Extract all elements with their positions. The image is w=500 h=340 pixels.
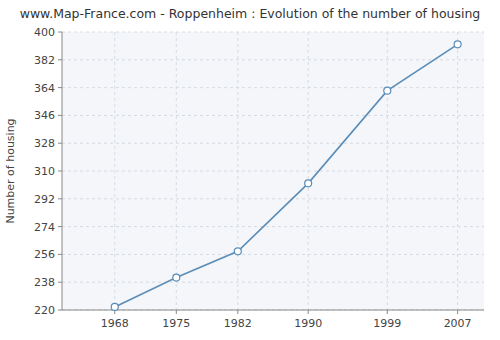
grid-line-x xyxy=(114,32,115,310)
tick-label-y: 346 xyxy=(34,109,55,122)
y-axis-label: Number of housing xyxy=(4,118,17,223)
plot-background xyxy=(62,32,484,310)
data-group xyxy=(111,41,461,311)
tick-label-x: 2007 xyxy=(444,317,472,330)
grid-line-y xyxy=(62,115,484,116)
grid-line-x xyxy=(176,32,177,310)
point xyxy=(173,274,180,281)
tick-y xyxy=(58,226,62,227)
point xyxy=(111,303,118,310)
tick-label-y: 220 xyxy=(34,304,55,317)
grid-line-y xyxy=(62,198,484,199)
tick-x xyxy=(237,310,238,314)
grid-line-y xyxy=(62,282,484,283)
point xyxy=(384,87,391,94)
point xyxy=(234,248,241,255)
tick-label-y: 310 xyxy=(34,165,55,178)
point xyxy=(454,41,461,48)
tick-label-y: 292 xyxy=(34,193,55,206)
tick-label-y: 328 xyxy=(34,137,55,150)
grid-line-x xyxy=(387,32,388,310)
grid-line-x xyxy=(308,32,309,310)
tick-y xyxy=(58,143,62,144)
tick-y xyxy=(58,87,62,88)
tick-x xyxy=(176,310,177,314)
tick-label-y: 238 xyxy=(34,276,55,289)
tick-label-y: 256 xyxy=(34,248,55,261)
tick-y xyxy=(58,59,62,60)
y-axis-line xyxy=(62,32,63,310)
grid-line-y xyxy=(62,310,484,311)
x-axis-line xyxy=(62,310,484,311)
tick-y xyxy=(58,115,62,116)
tick-label-y: 400 xyxy=(34,26,55,39)
tick-y xyxy=(58,254,62,255)
tick-y xyxy=(58,32,62,33)
tick-label-y: 364 xyxy=(34,82,55,95)
grid-line-y xyxy=(62,254,484,255)
tick-label-y: 382 xyxy=(34,54,55,67)
tick-label-x: 1999 xyxy=(373,317,401,330)
grid-line-x xyxy=(237,32,238,310)
tick-label-x: 1975 xyxy=(162,317,190,330)
grid-line-y xyxy=(62,143,484,144)
grid-line-y xyxy=(62,32,484,33)
grid-line-y xyxy=(62,226,484,227)
title: www.Map-France.com - Roppenheim : Evolut… xyxy=(20,6,481,21)
tick-label-x: 1982 xyxy=(224,317,252,330)
tick-label-x: 1990 xyxy=(294,317,322,330)
grid-line-x xyxy=(457,32,458,310)
line xyxy=(115,44,458,307)
tick-y xyxy=(58,310,62,311)
tick-label-y: 274 xyxy=(34,221,55,234)
tick-label-x: 1968 xyxy=(101,317,129,330)
point xyxy=(305,180,312,187)
tick-x xyxy=(387,310,388,314)
chart: 220 238 256 274 292 310 328 346 364 382 400 1968 197… xyxy=(0,0,500,340)
tick-y xyxy=(58,198,62,199)
grid-line-y xyxy=(62,87,484,88)
tick-y xyxy=(58,171,62,172)
grid-line-y xyxy=(62,171,484,172)
tick-y xyxy=(58,282,62,283)
tick-x xyxy=(308,310,309,314)
tick-x xyxy=(457,310,458,314)
grid-line-y xyxy=(62,59,484,60)
